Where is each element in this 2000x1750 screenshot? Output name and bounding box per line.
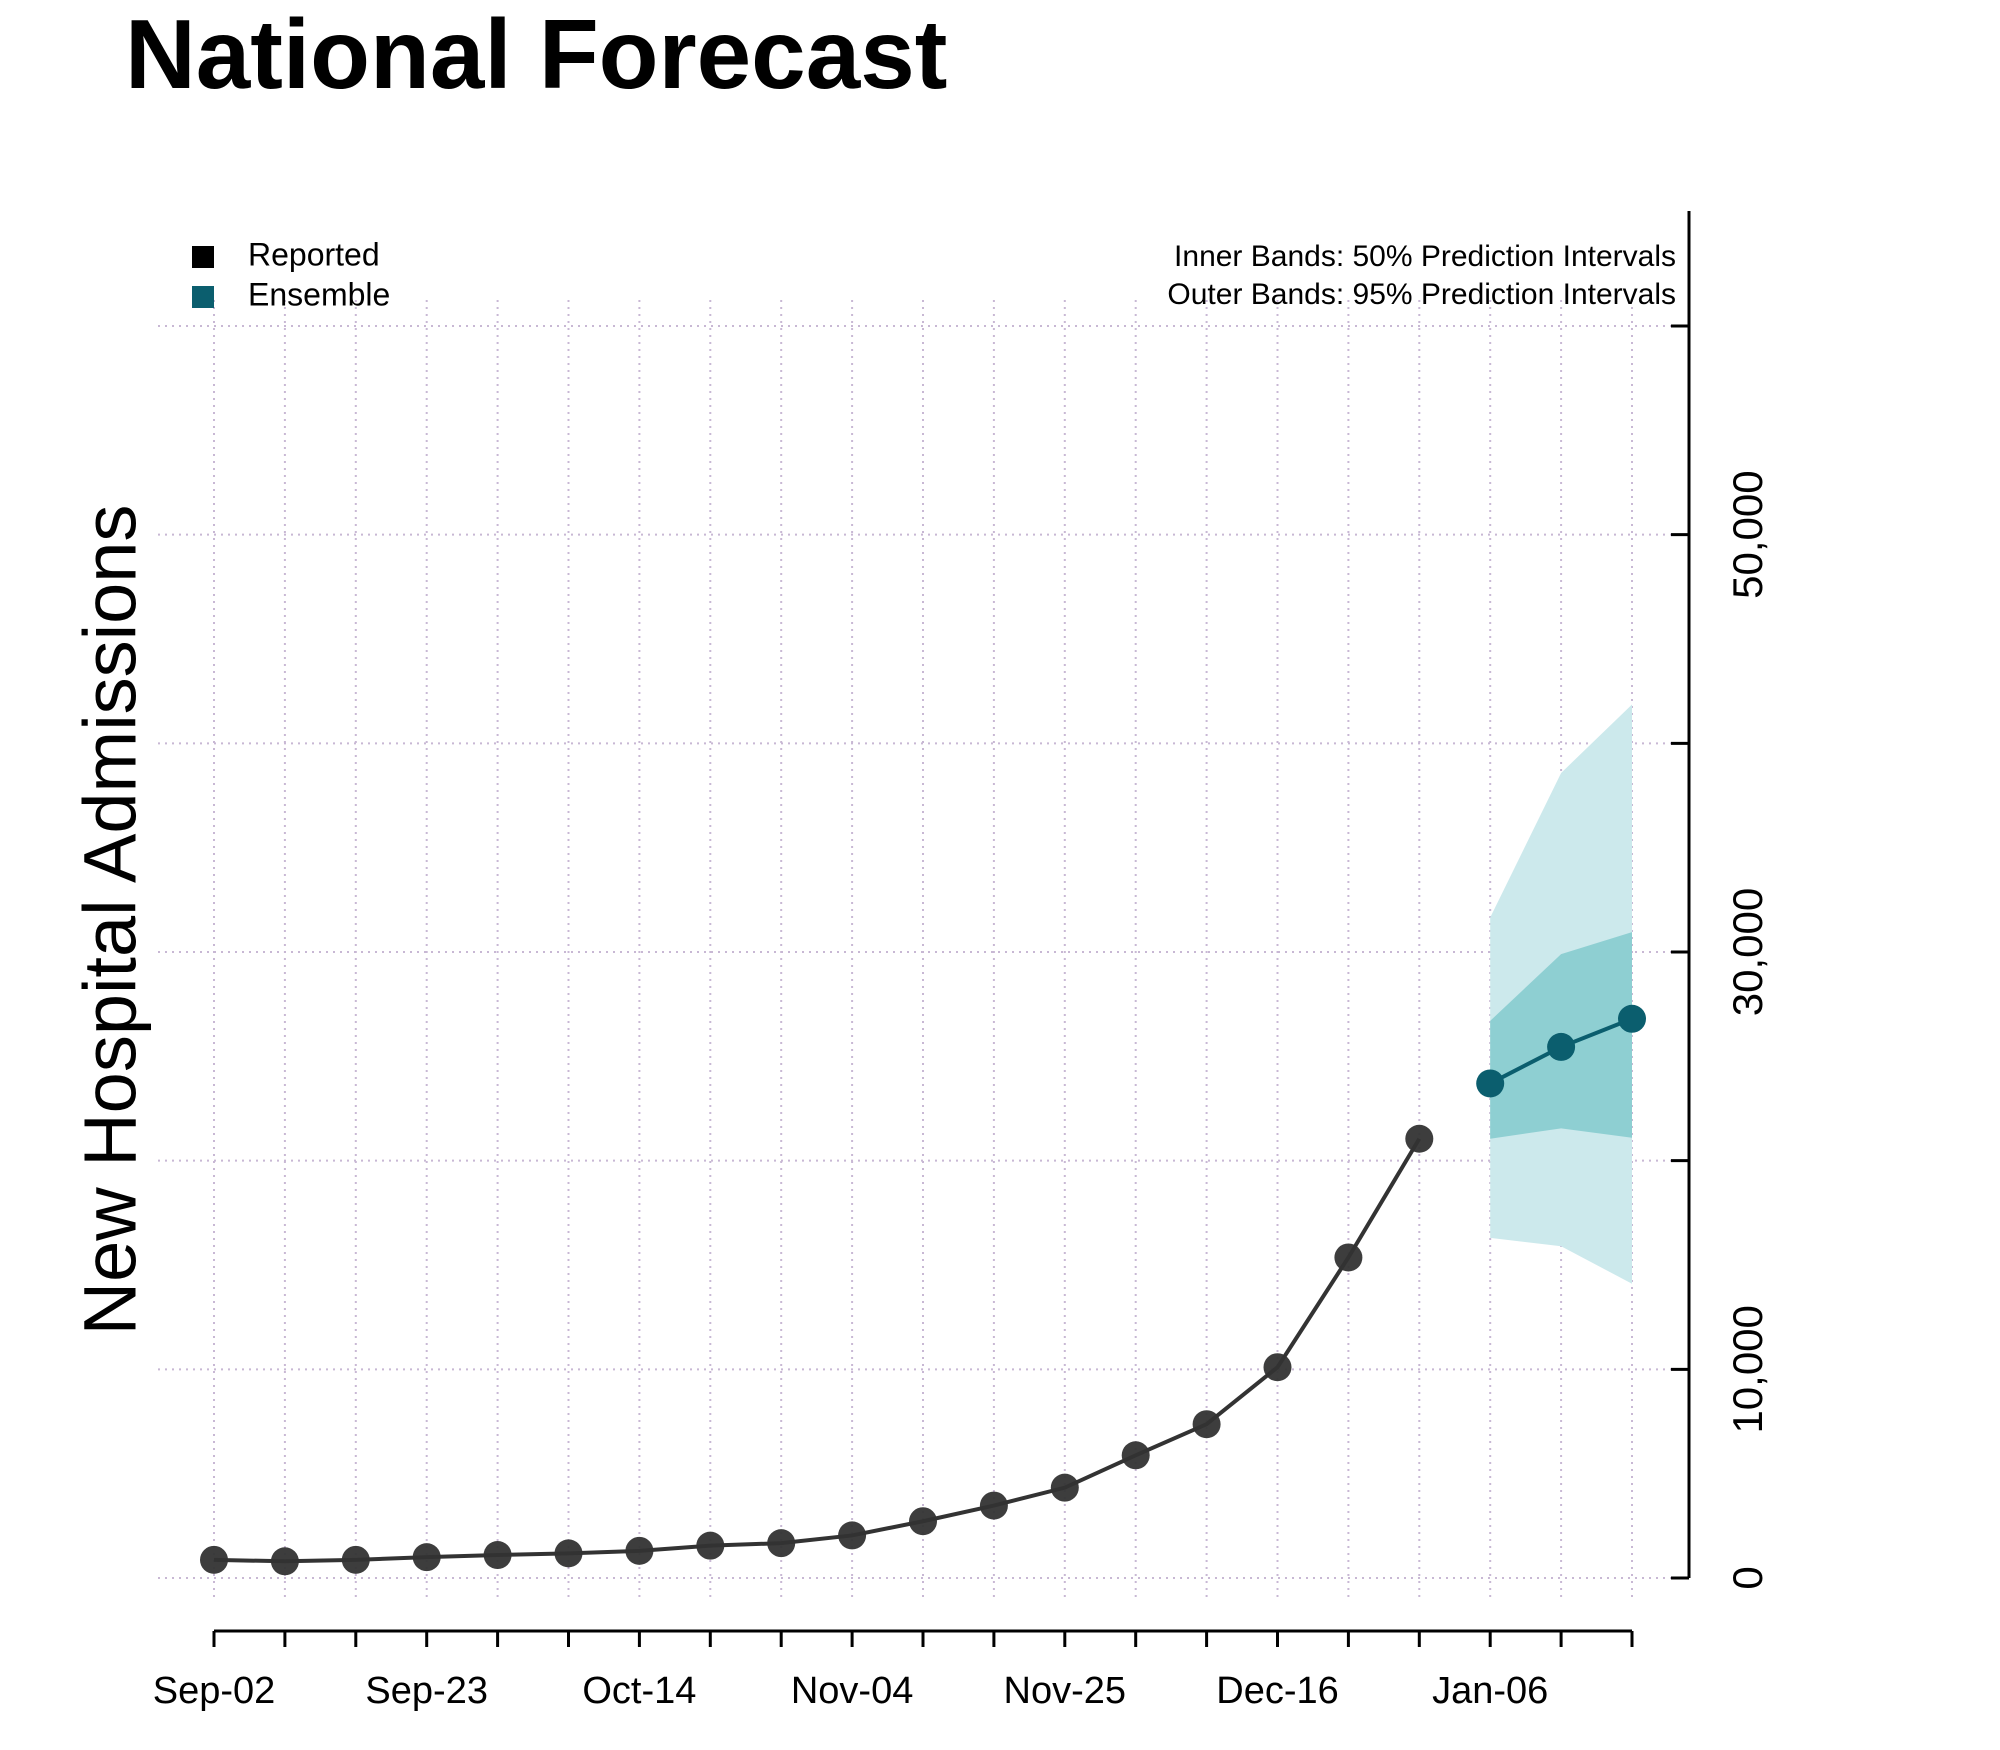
x-tick-label: Oct-14 (582, 1670, 696, 1712)
data-point (625, 1536, 654, 1565)
data-point (341, 1545, 370, 1574)
series-line (213, 1137, 1422, 1564)
data-point (838, 1521, 867, 1550)
chart-title: National Forecast (125, 0, 947, 109)
y-tick-label: 30,000 (1724, 888, 1771, 1016)
data-point (979, 1491, 1008, 1520)
data-point (1121, 1441, 1150, 1470)
data-point (200, 1545, 228, 1574)
data-point (909, 1507, 937, 1536)
y-axis-title: New Hospital Admissions (69, 505, 152, 1336)
annotation: Outer Bands: 95% Prediction Intervals (1167, 278, 1676, 311)
data-point (1476, 1069, 1505, 1098)
annotation: Inner Bands: 50% Prediction Intervals (1174, 240, 1676, 273)
data-point (1192, 1410, 1221, 1439)
x-tick-label: Jan-06 (1432, 1670, 1548, 1712)
data-point (412, 1543, 441, 1572)
x-tick-label: Sep-02 (153, 1670, 276, 1712)
data-point (1263, 1353, 1292, 1382)
data-point (483, 1541, 512, 1570)
data-point (1618, 1004, 1646, 1033)
x-tick-label: Sep-23 (365, 1670, 488, 1712)
y-tick-label: 0 (1724, 1566, 1771, 1589)
legend-label: Reported (248, 236, 380, 272)
legend-label: Ensemble (248, 276, 390, 312)
data-point (1405, 1124, 1434, 1153)
y-tick-label: 50,000 (1724, 470, 1771, 598)
legend-swatch (192, 246, 214, 268)
x-tick-label: Nov-04 (791, 1670, 914, 1712)
x-tick-label: Nov-25 (1004, 1670, 1127, 1712)
legend-swatch (192, 286, 214, 308)
y-tick-label: 10,000 (1724, 1305, 1771, 1433)
data-point (1547, 1032, 1576, 1061)
data-point (270, 1547, 299, 1576)
data-point (1050, 1473, 1079, 1502)
data-point (767, 1529, 796, 1558)
data-point (696, 1531, 725, 1560)
data-point (554, 1539, 583, 1568)
x-tick-label: Dec-16 (1216, 1670, 1339, 1712)
data-point (1334, 1243, 1363, 1272)
